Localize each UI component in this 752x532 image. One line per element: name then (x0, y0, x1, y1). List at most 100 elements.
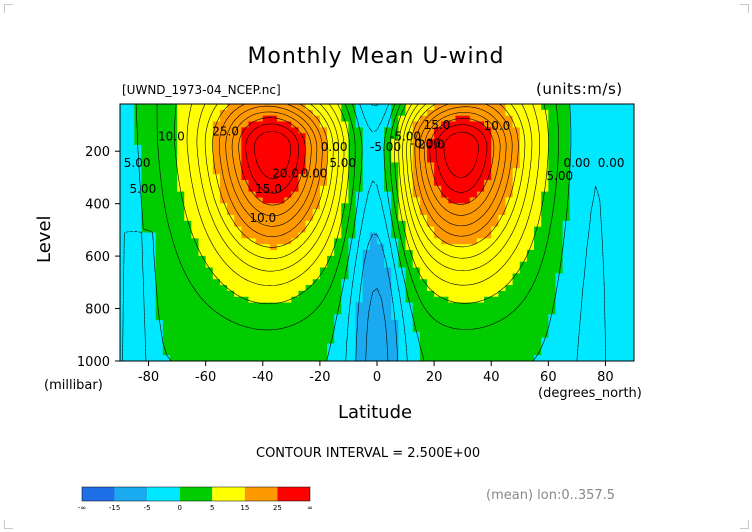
contour-fill-cell (541, 174, 549, 181)
contour-fill-cell (512, 255, 521, 263)
contour-fill-cell (441, 144, 449, 152)
contour-fill-cell (348, 250, 357, 257)
contour-fill-cell (341, 343, 350, 350)
contour-fill-cell (177, 261, 185, 269)
contour-fill-cell (498, 156, 507, 164)
contour-fill-cell (255, 238, 264, 245)
contour-label: 5.00 (329, 156, 356, 170)
contour-fill-cell (412, 197, 421, 204)
contour-fill-cell (148, 267, 157, 274)
contour-fill-cell (491, 156, 499, 164)
contour-fill-cell (369, 349, 378, 356)
contour-fill-cell (377, 320, 385, 327)
contour-fill-cell (448, 285, 457, 292)
contour-fill-cell (219, 349, 228, 356)
contour-fill-cell (234, 331, 242, 339)
contour-fill-cell (626, 290, 634, 298)
contour-fill-cell (434, 168, 442, 175)
contour-fill-cell (284, 244, 292, 251)
contour-fill-cell (576, 162, 585, 169)
contour-fill-cell (534, 331, 542, 339)
contour-fill-cell (469, 302, 478, 310)
contour-fill-cell (434, 255, 442, 263)
contour-fill-cell (605, 109, 614, 117)
contour-fill-cell (476, 203, 485, 210)
contour-fill-cell (541, 104, 549, 111)
contour-fill-cell (505, 127, 514, 134)
contour-fill-cell (626, 302, 634, 310)
contour-fill-cell (619, 203, 628, 210)
contour-fill-cell (448, 139, 457, 146)
contour-fill-cell (298, 296, 307, 304)
contour-fill-cell (312, 349, 321, 356)
contour-line (196, 104, 533, 272)
contour-fill-cell (262, 168, 271, 175)
contour-fill-cell (355, 238, 364, 245)
contour-fill-cell (619, 273, 628, 280)
contour-fill-cell (519, 244, 528, 251)
contour-fill-cell (341, 285, 350, 292)
contour-fill-cell (626, 197, 634, 204)
contour-fill-cell (162, 320, 171, 327)
contour-fill-cell (384, 203, 392, 210)
contour-line (186, 104, 540, 286)
contour-fill-cell (548, 238, 557, 245)
contour-fill-cell (598, 162, 607, 169)
contour-fill-cell (476, 261, 485, 269)
contour-fill-cell (291, 325, 300, 333)
contour-fill-cell (512, 355, 521, 361)
contour-fill-cell (491, 144, 499, 152)
contour-fill-cell (534, 290, 542, 298)
contour-fill-cell (626, 325, 634, 333)
contour-fill-cell (448, 267, 457, 274)
contour-fill-cell (212, 349, 221, 356)
contour-fill-cell (241, 209, 250, 216)
contour-fill-cell (484, 121, 492, 128)
contour-fill-cell (277, 337, 285, 345)
contour-fill-cell (241, 238, 250, 245)
contour-fill-cell (498, 250, 507, 257)
contour-fill-cell (241, 121, 250, 128)
contour-fill-cell (155, 320, 164, 327)
contour-fill-cell (355, 144, 364, 152)
contour-fill-cell (584, 115, 592, 123)
contour-fill-cell (584, 285, 592, 292)
contour-fill-cell (462, 162, 471, 169)
contour-fill-cell (227, 191, 235, 199)
contour-fill-cell (205, 144, 214, 152)
contour-fill-cell (155, 290, 164, 298)
contour-fill-cell (298, 179, 307, 187)
contour-fill-cell (262, 226, 271, 234)
contour-fill-cell (327, 185, 335, 193)
contour-fill-cell (384, 150, 392, 158)
contour-fill-cell (134, 174, 143, 181)
contour-fill-cell (584, 320, 592, 327)
contour-fill-cell (120, 162, 128, 169)
contour-fill-cell (141, 203, 150, 210)
contour-fill-cell (227, 238, 235, 245)
contour-fill-cell (334, 267, 342, 274)
contour-fill-cell (548, 244, 557, 251)
contour-fill-cell (269, 314, 278, 321)
contour-fill-cell (498, 273, 507, 280)
contour-fill-cell (519, 168, 528, 175)
contour-fill-cell (348, 285, 357, 292)
contour-fill-cell (327, 302, 335, 310)
contour-fill-cell (155, 104, 164, 111)
contour-fill-cell (576, 121, 585, 128)
contour-fill-cell (426, 314, 435, 321)
contour-fill-cell (384, 244, 392, 251)
contour-fill-cell (177, 279, 185, 286)
contour-fill-cell (412, 320, 421, 327)
contour-fill-cell (548, 325, 557, 333)
contour-fill-cell (219, 109, 228, 117)
contour-fill-cell (141, 174, 150, 181)
contour-fill-cell (434, 133, 442, 140)
contour-fill-cell (626, 127, 634, 134)
contour-fill-cell (484, 185, 492, 193)
contour-fill-cell (548, 290, 557, 298)
contour-fill-cell (512, 314, 521, 321)
contour-fill-cell (419, 255, 428, 263)
contour-fill-cell (569, 343, 578, 350)
contour-fill-cell (391, 144, 400, 152)
